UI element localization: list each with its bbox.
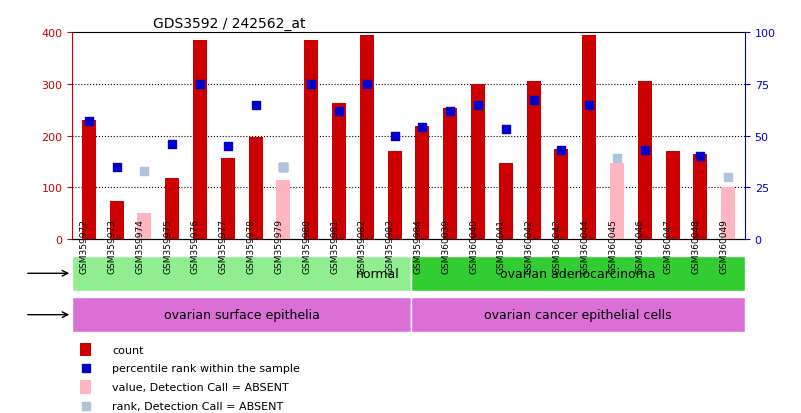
Bar xyxy=(221,159,235,240)
Text: GSM359977: GSM359977 xyxy=(219,219,227,274)
Point xyxy=(638,147,651,154)
Text: normal: normal xyxy=(356,267,400,280)
Point xyxy=(444,108,457,115)
Point xyxy=(305,81,318,88)
Point xyxy=(360,81,373,88)
Text: GSM360044: GSM360044 xyxy=(580,219,590,273)
Text: GDS3592 / 242562_at: GDS3592 / 242562_at xyxy=(153,17,305,31)
Text: rank, Detection Call = ABSENT: rank, Detection Call = ABSENT xyxy=(112,401,284,411)
Point xyxy=(583,102,596,109)
Text: GSM360046: GSM360046 xyxy=(636,219,645,273)
Text: GSM359981: GSM359981 xyxy=(330,219,339,274)
Text: GSM360040: GSM360040 xyxy=(469,219,478,273)
Text: GSM359975: GSM359975 xyxy=(163,219,172,274)
Point xyxy=(555,147,568,154)
Bar xyxy=(443,109,457,240)
Bar xyxy=(304,41,318,240)
Point xyxy=(416,125,429,131)
Text: GSM359984: GSM359984 xyxy=(413,219,422,273)
Bar xyxy=(165,178,179,240)
Bar xyxy=(276,180,290,240)
Text: GSM360042: GSM360042 xyxy=(525,219,533,273)
Point xyxy=(277,164,290,171)
Text: GSM360041: GSM360041 xyxy=(497,219,505,273)
Text: GSM360047: GSM360047 xyxy=(664,219,673,273)
Text: GSM359976: GSM359976 xyxy=(191,219,200,274)
Point xyxy=(249,102,262,109)
Text: ovarian surface epithelia: ovarian surface epithelia xyxy=(163,309,320,321)
Text: GSM359973: GSM359973 xyxy=(107,219,117,274)
Bar xyxy=(554,149,569,240)
Point xyxy=(111,164,123,171)
Bar xyxy=(248,138,263,240)
Bar xyxy=(411,256,745,291)
Bar xyxy=(411,297,745,332)
Bar xyxy=(138,214,151,240)
Point xyxy=(388,133,401,140)
Text: GSM359980: GSM359980 xyxy=(302,219,312,274)
Text: GSM360048: GSM360048 xyxy=(691,219,700,273)
Text: GSM359982: GSM359982 xyxy=(358,219,367,273)
Text: GSM359978: GSM359978 xyxy=(247,219,256,274)
Point xyxy=(472,102,485,109)
Text: ovarian cancer epithelial cells: ovarian cancer epithelial cells xyxy=(485,309,672,321)
Bar xyxy=(666,152,679,240)
Bar xyxy=(416,127,429,240)
Bar xyxy=(694,154,707,240)
Point xyxy=(527,98,540,104)
Point xyxy=(138,168,151,175)
Text: GSM359979: GSM359979 xyxy=(275,219,284,274)
Text: ovarian adenocarcinoma: ovarian adenocarcinoma xyxy=(501,267,656,280)
Bar xyxy=(610,163,624,240)
Bar xyxy=(360,36,374,240)
Text: GSM360039: GSM360039 xyxy=(441,219,450,274)
Point xyxy=(610,156,623,162)
Bar xyxy=(72,297,411,332)
Bar xyxy=(499,163,513,240)
Point xyxy=(221,143,234,150)
Point xyxy=(694,154,706,160)
Bar xyxy=(80,343,91,356)
Text: count: count xyxy=(112,345,144,355)
Text: value, Detection Call = ABSENT: value, Detection Call = ABSENT xyxy=(112,382,289,392)
Point xyxy=(194,81,207,88)
Bar xyxy=(582,36,596,240)
Bar xyxy=(193,41,207,240)
Bar xyxy=(82,121,96,240)
Point xyxy=(499,127,512,133)
Text: percentile rank within the sample: percentile rank within the sample xyxy=(112,363,300,373)
Text: GSM359983: GSM359983 xyxy=(385,219,395,274)
Point xyxy=(277,164,290,171)
Text: GSM360049: GSM360049 xyxy=(719,219,728,273)
Text: GSM359974: GSM359974 xyxy=(135,219,144,273)
Text: GSM360045: GSM360045 xyxy=(608,219,617,273)
Point xyxy=(722,174,735,181)
Bar xyxy=(72,256,411,291)
Text: GSM360043: GSM360043 xyxy=(553,219,562,273)
Bar xyxy=(471,85,485,240)
Bar xyxy=(110,202,123,240)
Bar xyxy=(80,380,91,394)
Point xyxy=(83,119,95,125)
Text: GSM359972: GSM359972 xyxy=(80,219,89,273)
Bar xyxy=(721,188,735,240)
Bar xyxy=(527,82,541,240)
Point xyxy=(332,108,345,115)
Bar xyxy=(388,152,401,240)
Bar xyxy=(638,82,652,240)
Bar xyxy=(332,104,346,240)
Point xyxy=(166,141,179,148)
